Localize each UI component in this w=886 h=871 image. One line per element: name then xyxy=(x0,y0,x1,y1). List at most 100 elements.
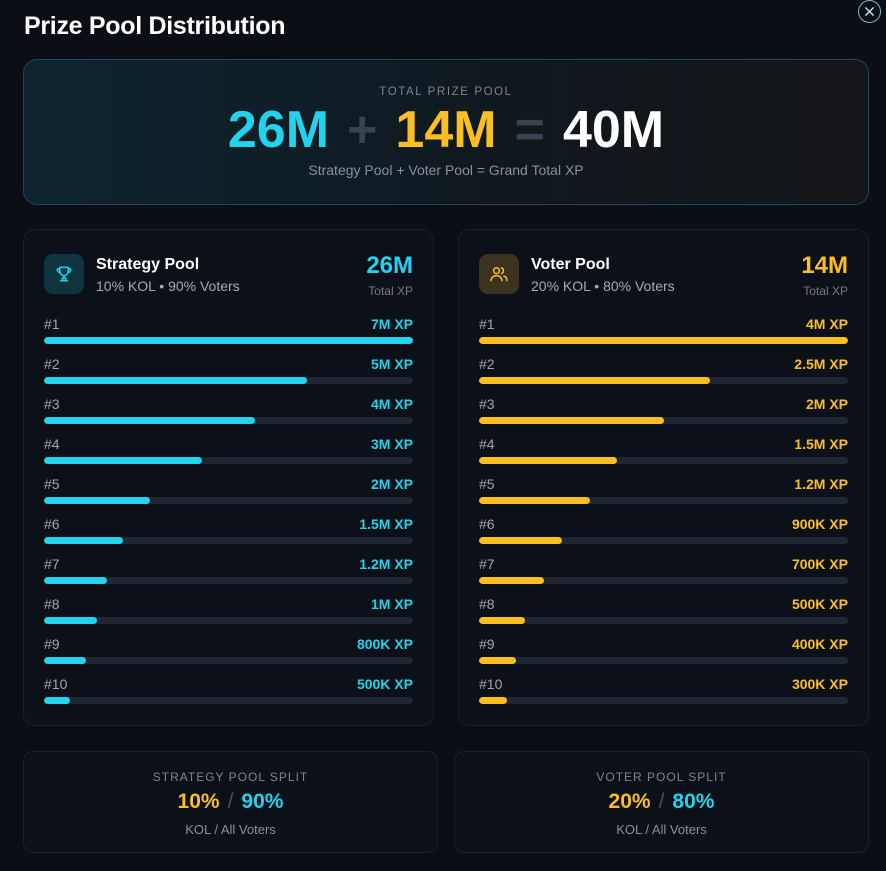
voter-split-values: 20% / 80% xyxy=(455,790,868,814)
rank-number: #10 xyxy=(479,676,503,692)
equals-sign: = xyxy=(514,101,545,159)
progress-bar-fill xyxy=(44,697,71,704)
strategy-split-values: 10% / 90% xyxy=(24,790,437,814)
trophy-icon xyxy=(44,254,84,294)
rank-number: #4 xyxy=(44,436,60,452)
rank-row: #9 800K XP xyxy=(44,636,413,676)
strategy-total-value: 26M xyxy=(227,101,330,159)
rank-value: 1.2M XP xyxy=(794,476,848,492)
rank-value: 500K XP xyxy=(356,676,413,692)
total-prize-pool-label: TOTAL PRIZE POOL xyxy=(379,86,513,98)
voter-split-slash: / xyxy=(658,790,665,813)
rank-row: #4 3M XP xyxy=(44,436,413,476)
rank-row: #7 1.2M XP xyxy=(44,556,413,596)
progress-bar-fill xyxy=(479,697,507,704)
close-button[interactable] xyxy=(858,0,881,23)
rank-row: #3 4M XP xyxy=(44,396,413,436)
progress-bar-track xyxy=(44,537,413,544)
voter-split-voters: 80% xyxy=(672,790,715,813)
rank-value: 1.5M XP xyxy=(794,436,848,452)
progress-bar-fill xyxy=(44,537,123,544)
strategy-pool-desc: 10% KOL • 90% Voters xyxy=(96,278,240,294)
rank-number: #8 xyxy=(479,596,495,612)
progress-bar-track xyxy=(479,337,848,344)
progress-bar-fill xyxy=(44,577,108,584)
close-icon xyxy=(865,7,874,16)
progress-bar-fill xyxy=(479,537,563,544)
rank-value: 300K XP xyxy=(791,676,848,692)
rank-value: 1.5M XP xyxy=(359,516,413,532)
progress-bar-fill xyxy=(479,417,664,424)
progress-bar-track xyxy=(44,337,413,344)
rank-number: #9 xyxy=(479,636,495,652)
progress-bar-track xyxy=(479,417,848,424)
rank-value: 7M XP xyxy=(370,316,413,332)
progress-bar-track xyxy=(44,417,413,424)
progress-bar-fill xyxy=(479,657,516,664)
rank-row: #1 7M XP xyxy=(44,316,413,356)
rank-number: #6 xyxy=(44,516,60,532)
strategy-split-card: STRATEGY POOL SPLIT 10% / 90% KOL / All … xyxy=(23,751,438,853)
rank-value: 1.2M XP xyxy=(359,556,413,572)
page-title: Prize Pool Distribution xyxy=(24,12,286,40)
rank-row: #6 900K XP xyxy=(479,516,848,556)
rank-number: #4 xyxy=(479,436,495,452)
progress-bar-fill xyxy=(479,577,544,584)
rank-row: #3 2M XP xyxy=(479,396,848,436)
voter-pool-total: 14M xyxy=(801,252,848,279)
total-prize-pool-card: TOTAL PRIZE POOL 26M + 14M = 40M Strateg… xyxy=(23,59,869,205)
rank-value: 2.5M XP xyxy=(794,356,848,372)
grand-total-value: 40M xyxy=(562,101,665,159)
progress-bar-fill xyxy=(44,377,308,384)
voter-pool-total-label: Total XP xyxy=(803,284,848,298)
rank-value: 4M XP xyxy=(370,396,413,412)
progress-bar-fill xyxy=(479,497,590,504)
rank-number: #2 xyxy=(479,356,495,372)
progress-bar-track xyxy=(479,537,848,544)
progress-bar-fill xyxy=(479,377,710,384)
strategy-pool-name: Strategy Pool xyxy=(96,256,200,273)
progress-bar-fill xyxy=(479,617,526,624)
rank-row: #2 5M XP xyxy=(44,356,413,396)
rank-number: #10 xyxy=(44,676,68,692)
rank-row: #6 1.5M XP xyxy=(44,516,413,556)
rank-row: #5 1.2M XP xyxy=(479,476,848,516)
rank-value: 400K XP xyxy=(791,636,848,652)
rank-row: #8 1M XP xyxy=(44,596,413,636)
users-icon xyxy=(479,254,519,294)
progress-bar-fill xyxy=(44,657,87,664)
voter-split-label: VOTER POOL SPLIT xyxy=(596,770,727,784)
voter-pool-name: Voter Pool xyxy=(531,256,610,273)
rank-value: 2M XP xyxy=(370,476,413,492)
progress-bar-track xyxy=(479,577,848,584)
rank-number: #9 xyxy=(44,636,60,652)
strategy-pool-total-label: Total XP xyxy=(368,284,413,298)
strategy-rank-list: #1 7M XP #2 5M XP #3 4M XP #4 3M XP #5 2M XP #6 1.5… xyxy=(44,316,413,716)
strategy-pool-total: 26M xyxy=(366,252,413,279)
rank-row: #2 2.5M XP xyxy=(479,356,848,396)
rank-value: 2M XP xyxy=(805,396,848,412)
voter-split-card: VOTER POOL SPLIT 20% / 80% KOL / All Vot… xyxy=(454,751,869,853)
rank-value: 700K XP xyxy=(791,556,848,572)
progress-bar-track xyxy=(44,657,413,664)
rank-value: 4M XP xyxy=(805,316,848,332)
progress-bar-track xyxy=(479,497,848,504)
strategy-split-voters: 90% xyxy=(241,790,284,813)
rank-value: 800K XP xyxy=(356,636,413,652)
voter-pool-card: Voter Pool 20% KOL • 80% Voters 14M Tota… xyxy=(458,229,869,726)
progress-bar-track xyxy=(479,697,848,704)
progress-bar-track xyxy=(479,377,848,384)
strategy-split-sub: KOL / All Voters xyxy=(185,822,276,837)
progress-bar-track xyxy=(44,617,413,624)
rank-number: #7 xyxy=(44,556,60,572)
strategy-split-label: STRATEGY POOL SPLIT xyxy=(152,770,309,784)
progress-bar-track xyxy=(44,577,413,584)
progress-bar-fill xyxy=(479,457,618,464)
progress-bar-track xyxy=(44,457,413,464)
progress-bar-track xyxy=(479,617,848,624)
voter-total-value: 14M xyxy=(395,101,497,159)
progress-bar-fill xyxy=(44,337,413,344)
progress-bar-fill xyxy=(479,337,848,344)
rank-number: #5 xyxy=(44,476,60,492)
progress-bar-fill xyxy=(44,497,150,504)
